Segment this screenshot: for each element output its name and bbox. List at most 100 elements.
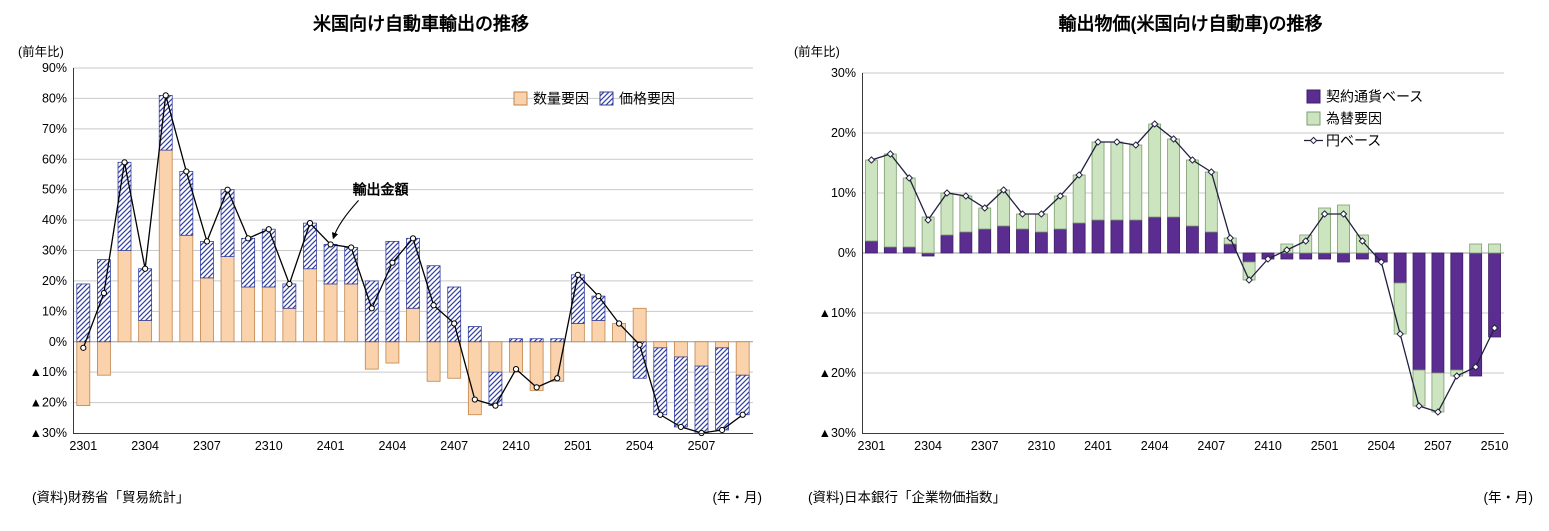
svg-text:2407: 2407 (1197, 439, 1225, 453)
bar-segment (735, 374, 750, 416)
left-chart-axis-unit: (年・月) (712, 490, 763, 505)
line-marker (348, 244, 355, 251)
line-marker (867, 156, 876, 164)
svg-text:2501: 2501 (1311, 439, 1339, 453)
y-axis-unit: (前年比) (794, 44, 840, 59)
bar-segment (117, 161, 132, 251)
line-marker (265, 226, 272, 233)
line-marker (142, 265, 149, 272)
line-marker (1396, 330, 1404, 338)
bar-segment (1110, 219, 1124, 254)
svg-text:40%: 40% (42, 213, 67, 227)
line-marker (657, 411, 664, 418)
svg-text:2310: 2310 (255, 439, 283, 453)
y-axis-labels: ▲30% ▲20% ▲10% 0% 10% 20% 30% (819, 66, 856, 440)
svg-text:2504: 2504 (626, 439, 654, 453)
bar-segment (1469, 243, 1483, 254)
bar-segment (426, 341, 441, 382)
line-marker (1131, 141, 1140, 149)
bar-segment (653, 347, 668, 416)
bar-segment (959, 231, 973, 254)
left-chart-title: 米国向け自動車輸出の推移 (313, 14, 529, 34)
line-marker (1188, 156, 1197, 164)
bar-segment (673, 356, 688, 428)
bar-segment (488, 371, 503, 407)
y-axis-labels: ▲30% ▲20% ▲10% 0% 10% 20% 30% 40% 50% 60% 70% 80% 90… (30, 61, 67, 440)
line-marker (162, 92, 169, 99)
line-marker (409, 235, 417, 242)
svg-text:▲30%: ▲30% (819, 426, 856, 440)
svg-text:0%: 0% (838, 246, 856, 260)
svg-text:2307: 2307 (971, 439, 999, 453)
line-marker (677, 423, 684, 431)
line-marker (1113, 138, 1121, 146)
x-axis-labels: 2301 2304 2307 2310 2401 2404 2407 2410 2501 2504… (858, 439, 1509, 453)
bar-segment (1034, 231, 1048, 254)
line-marker (886, 150, 895, 158)
svg-text:▲30%: ▲30% (30, 426, 67, 440)
bar-segment (865, 240, 878, 254)
svg-text:2301: 2301 (858, 439, 886, 453)
svg-text:数量要因: 数量要因 (533, 91, 589, 107)
svg-text:▲20%: ▲20% (30, 396, 67, 410)
line-marker (430, 302, 437, 309)
annotation-label: 輸出金額 (353, 181, 409, 197)
right-chart-footer: (資料)日本銀行「企業物価指数」 (年・月) (792, 482, 1549, 506)
line-marker (554, 375, 561, 382)
bar-segment (385, 341, 400, 364)
bar-segment (1186, 225, 1199, 254)
left-chart-source: (資料)財務省「貿易統計」 (32, 490, 190, 505)
legend: 数量要因 価格要因 (513, 91, 675, 107)
line-marker (1358, 237, 1367, 245)
bar-segment (282, 307, 297, 343)
svg-text:2507: 2507 (1424, 439, 1452, 453)
line-marker (574, 271, 581, 278)
bar-segment (921, 252, 935, 257)
svg-text:円ベース: 円ベース (1326, 133, 1381, 149)
line-marker (1226, 234, 1235, 242)
bar-segment (76, 341, 91, 407)
bar-segment (261, 228, 276, 288)
bar-segment (1431, 372, 1445, 413)
svg-text:2504: 2504 (1367, 439, 1395, 453)
right-chart-title: 輸出物価(米国向け自動車)の推移 (1058, 14, 1323, 34)
line-marker (636, 341, 643, 348)
bar-segment (467, 341, 482, 416)
line-marker (1056, 192, 1065, 200)
bars-layer (865, 123, 1501, 413)
line-marker (100, 289, 108, 297)
bar-segment (1148, 216, 1162, 254)
svg-text:2307: 2307 (193, 439, 221, 453)
line-marker (943, 189, 951, 197)
bar-segment (1053, 228, 1067, 254)
line-marker (1169, 135, 1178, 143)
bar-segment (1091, 219, 1105, 254)
bar-segment (364, 341, 379, 370)
line-marker (1452, 372, 1461, 380)
line-marker (368, 305, 375, 312)
line-marker (512, 366, 520, 373)
bar-segment (344, 283, 359, 343)
bar-segment (550, 338, 565, 343)
bar-segment (940, 234, 954, 254)
bar-segment (76, 283, 91, 343)
bar-segment (344, 247, 359, 285)
svg-text:2507: 2507 (688, 439, 716, 453)
line-marker (1150, 120, 1159, 128)
bar-segment (959, 195, 973, 233)
right-chart-axis-unit: (年・月) (1483, 490, 1534, 505)
right-chart-canvas: ▲30% ▲20% ▲10% 0% 10% 20% 30% (前年比) 2301 2304 2307… (794, 44, 1509, 453)
svg-text:2410: 2410 (1254, 439, 1282, 453)
bar-segment (1167, 216, 1180, 254)
line-marker (306, 220, 314, 227)
left-chart-footer: (資料)財務省「貿易統計」 (年・月) (16, 482, 778, 506)
svg-text:60%: 60% (42, 152, 67, 166)
bar-segment (1186, 159, 1199, 227)
bar-segment (1053, 195, 1067, 230)
line-marker (1434, 408, 1442, 416)
svg-text:▲10%: ▲10% (30, 365, 67, 379)
bar-segment (1280, 252, 1294, 260)
bar-segment (117, 250, 132, 343)
svg-text:▲10%: ▲10% (819, 306, 856, 320)
line-marker (203, 238, 211, 245)
